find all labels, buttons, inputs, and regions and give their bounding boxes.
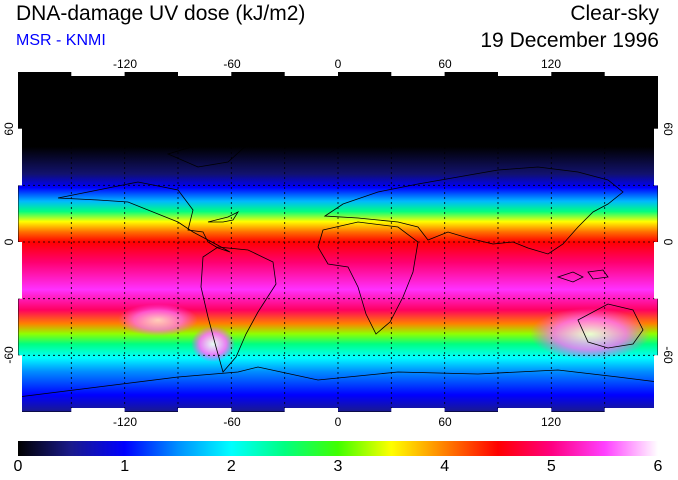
colorbar-label: 0 [13,458,23,475]
source-label: MSR - KNMI [16,32,106,49]
lon-tick-top: -120 [112,57,138,71]
map-title: DNA-damage UV dose (kJ/m2) [16,2,306,25]
lat-tick-left: -60 [2,346,16,364]
colorbar [18,441,658,456]
lon-tick-bottom: 120 [540,415,562,429]
lon-tick-bottom: -60 [223,415,241,429]
sky-condition-label: Clear-sky [570,2,659,25]
lon-tick-top: -60 [223,57,241,71]
colorbar-label: 5 [546,458,556,475]
uv-hotspot [530,308,650,360]
lon-tick-top: 60 [438,57,452,71]
lat-tick-left: 0 [2,238,16,246]
colorbar-gradient [18,441,658,456]
coastlines [18,141,658,398]
lat-tick-right: 60 [661,122,675,136]
uv-hotspot [118,304,198,336]
date-label: 19 December 1996 [480,29,659,52]
frame-border [18,72,658,412]
uv-hotspot [191,326,235,362]
lat-tick-left: 60 [2,122,16,136]
graticule [18,72,658,412]
lon-tick-top: 120 [540,57,562,71]
uv-dose-map [18,72,658,412]
lat-tick-right: -60 [661,346,675,364]
colorbar-label: 4 [440,458,450,475]
colorbar-label: 1 [120,458,130,475]
lon-tick-bottom: 60 [438,415,452,429]
lat-tick-right: 0 [661,238,675,246]
colorbar-label: 6 [653,458,663,475]
lon-tick-top: 0 [334,57,342,71]
lon-tick-bottom: -120 [112,415,138,429]
lon-tick-bottom: 0 [334,415,342,429]
colorbar-label: 3 [333,458,343,475]
colorbar-label: 2 [226,458,236,475]
